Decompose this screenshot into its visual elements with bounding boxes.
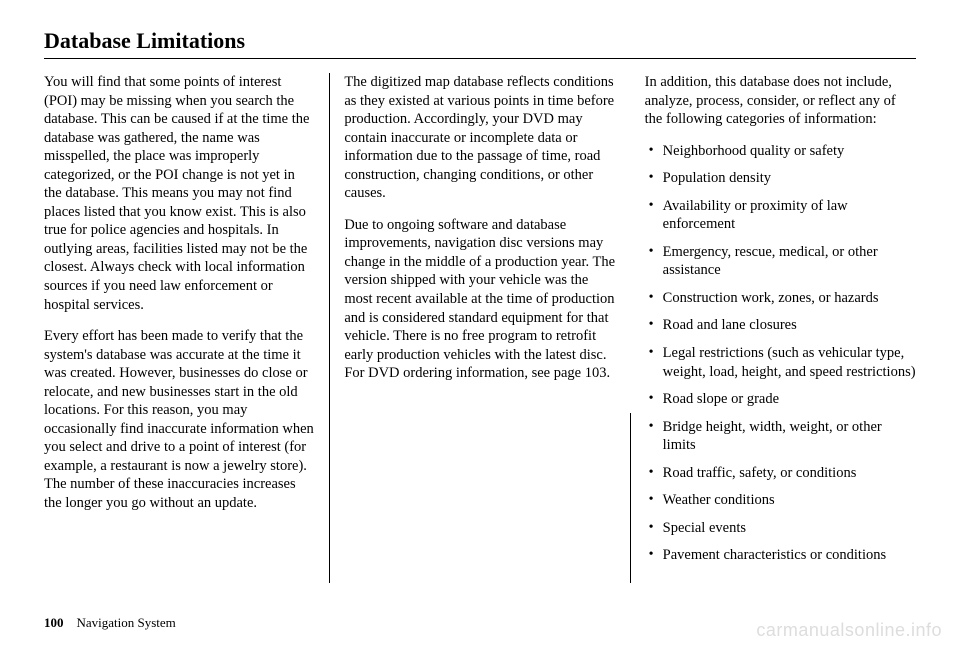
list-item: Road slope or grade <box>645 390 916 409</box>
page-number: 100 <box>44 615 64 630</box>
list-item: Availability or proximity of law enforce… <box>645 197 916 234</box>
col2-para2: Due to ongoing software and database imp… <box>344 216 615 383</box>
list-item: Special events <box>645 519 916 538</box>
list-item: Emergency, rescue, medical, or other ass… <box>645 243 916 280</box>
watermark: carmanualsonline.info <box>756 620 942 641</box>
list-item: Road and lane closures <box>645 316 916 335</box>
content-columns: You will find that some points of intere… <box>44 73 916 603</box>
col1-para1: You will find that some points of intere… <box>44 73 315 314</box>
list-item: Neighborhood quality or safety <box>645 142 916 161</box>
column-2: The digitized map database reflects cond… <box>330 73 629 603</box>
title-rule <box>44 58 916 59</box>
column-3: In addition, this database does not incl… <box>631 73 916 603</box>
col2-para1: The digitized map database reflects cond… <box>344 73 615 203</box>
list-item: Road traffic, safety, or conditions <box>645 464 916 483</box>
list-item: Weather conditions <box>645 491 916 510</box>
list-item: Pavement characteristics or conditions <box>645 546 916 565</box>
col3-intro: In addition, this database does not incl… <box>645 73 916 129</box>
page-title: Database Limitations <box>44 28 916 54</box>
list-item: Population density <box>645 169 916 188</box>
list-item: Legal restrictions (such as vehicular ty… <box>645 344 916 381</box>
section-name: Navigation System <box>77 615 176 630</box>
list-item: Bridge height, width, weight, or other l… <box>645 418 916 455</box>
list-item: Construction work, zones, or hazards <box>645 289 916 308</box>
footer-spacer <box>67 615 74 630</box>
page-footer: 100 Navigation System <box>44 615 176 631</box>
col3-list: Neighborhood quality or safety Populatio… <box>645 142 916 565</box>
col1-para2: Every effort has been made to verify tha… <box>44 327 315 512</box>
column-1: You will find that some points of intere… <box>44 73 329 603</box>
